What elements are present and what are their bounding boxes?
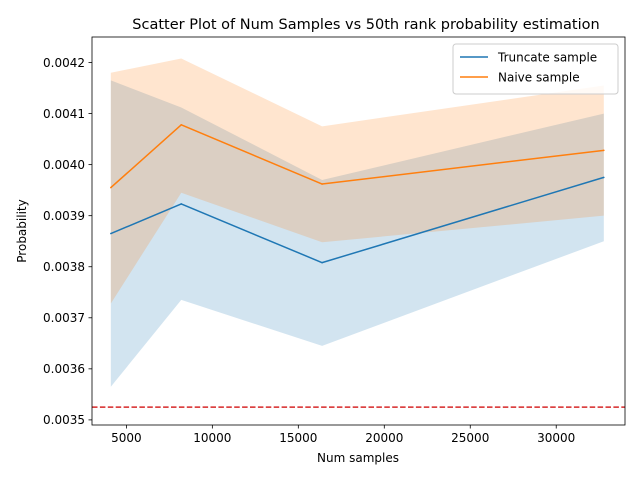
x-axis-label: Num samples	[317, 451, 399, 465]
x-tick-label: 30000	[537, 431, 575, 445]
x-tick-label: 20000	[365, 431, 403, 445]
y-tick-label: 0.0035	[43, 413, 85, 427]
series-line-naive-sample	[110, 124, 604, 189]
data-point-naive-sample	[110, 186, 112, 189]
y-tick-label: 0.0042	[43, 56, 85, 70]
x-tick-label: 5000	[111, 431, 142, 445]
x-axis-ticks: 5000 10000 15000 20000 25000 30000	[111, 425, 575, 445]
y-axis-label: Probability	[15, 199, 29, 262]
data-point-naive-sample	[180, 124, 183, 126]
legend-label-truncate-sample: Truncate sample	[497, 51, 597, 65]
series-lines	[110, 124, 605, 264]
data-point-naive-sample	[603, 149, 605, 152]
y-tick-label: 0.0038	[43, 260, 85, 274]
band-naive-sample	[110, 58, 604, 304]
chart-title: Scatter Plot of Num Samples vs 50th rank…	[132, 17, 599, 33]
y-tick-label: 0.0036	[43, 362, 85, 376]
x-tick-label: 10000	[193, 431, 231, 445]
y-tick-label: 0.0041	[43, 107, 85, 121]
y-tick-label: 0.0039	[43, 209, 85, 223]
y-tick-label: 0.0040	[43, 158, 85, 172]
band-truncate-sample	[110, 80, 604, 387]
plot-area	[91, 36, 626, 426]
legend-box	[452, 43, 619, 95]
data-point-truncate-sample	[110, 232, 112, 235]
y-tick-label: 0.0037	[43, 311, 85, 325]
x-tick-label: 25000	[451, 431, 489, 445]
legend: Truncate sample Naive sample	[452, 43, 619, 95]
y-axis-ticks: 0.0035 0.0036 0.0037 0.0038 0.0039 0.0040 0.00…	[43, 56, 92, 427]
series-line-truncate-sample	[110, 176, 605, 264]
data-point-truncate-sample	[321, 261, 323, 264]
data-point-naive-sample	[321, 183, 323, 185]
axes-frame	[91, 36, 626, 426]
legend-label-naive-sample: Naive sample	[498, 71, 580, 85]
x-tick-label: 15000	[279, 431, 317, 445]
data-point-truncate-sample	[603, 176, 605, 179]
confidence-bands	[110, 58, 604, 387]
data-point-truncate-sample	[180, 203, 183, 205]
